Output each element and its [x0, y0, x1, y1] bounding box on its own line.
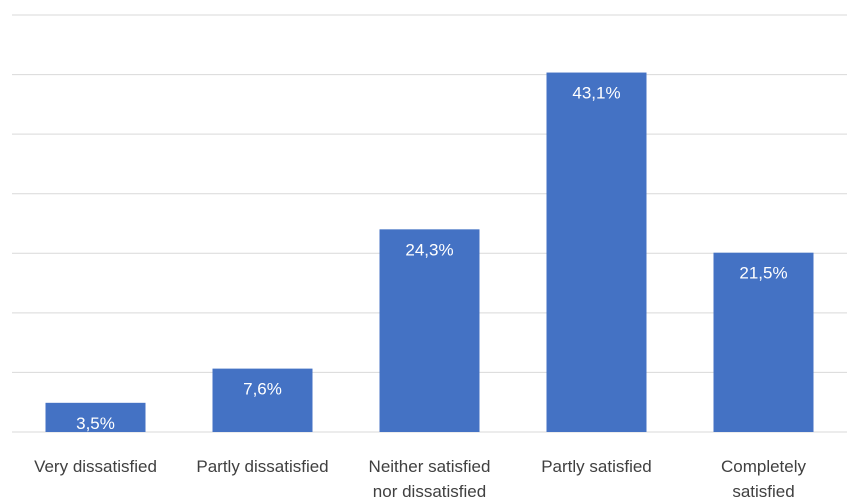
category-label: Completely satisfied	[721, 457, 807, 501]
category-label-line: Very dissatisfied	[34, 457, 157, 476]
category-label: Neither satisfied nor dissatisfied	[369, 457, 491, 501]
bar	[713, 252, 814, 432]
bar-value-label: 24,3%	[405, 240, 453, 259]
bar-value-label: 21,5%	[739, 264, 787, 283]
bar	[212, 368, 313, 432]
bars	[45, 72, 814, 433]
category-label-line: Neither satisfied	[369, 457, 491, 476]
category-label: Partly satisfied	[541, 457, 652, 476]
bar-value-label: 3,5%	[76, 414, 115, 433]
bar	[546, 72, 647, 433]
value-labels: 3,5% 7,6% 24,3% 43,1% 21,5%	[76, 84, 787, 433]
bar-value-label: 7,6%	[243, 380, 282, 399]
category-label-line: Completely	[721, 457, 807, 476]
category-label-line: nor dissatisfied	[373, 482, 486, 501]
bar-value-label: 43,1%	[572, 84, 620, 103]
bar	[45, 402, 146, 432]
category-label-line: Partly satisfied	[541, 457, 652, 476]
category-label: Partly dissatisfied	[196, 457, 328, 476]
bar	[379, 229, 480, 432]
category-label-line: satisfied	[732, 482, 794, 501]
category-label: Very dissatisfied	[34, 457, 157, 476]
category-label-line: Partly dissatisfied	[196, 457, 328, 476]
category-labels: Very dissatisfied Partly dissatisfied Neit…	[34, 457, 806, 501]
